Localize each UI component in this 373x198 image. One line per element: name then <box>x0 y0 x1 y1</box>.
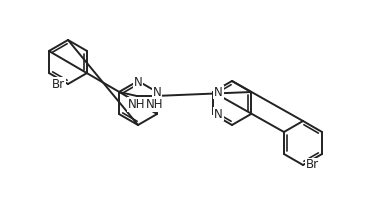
Text: Br: Br <box>306 159 319 171</box>
Text: N: N <box>214 86 223 98</box>
Text: N: N <box>214 108 223 121</box>
Text: Br: Br <box>52 77 65 90</box>
Text: N: N <box>153 86 162 98</box>
Text: NH: NH <box>146 98 164 111</box>
Text: NH: NH <box>128 98 146 111</box>
Text: N: N <box>134 75 142 89</box>
